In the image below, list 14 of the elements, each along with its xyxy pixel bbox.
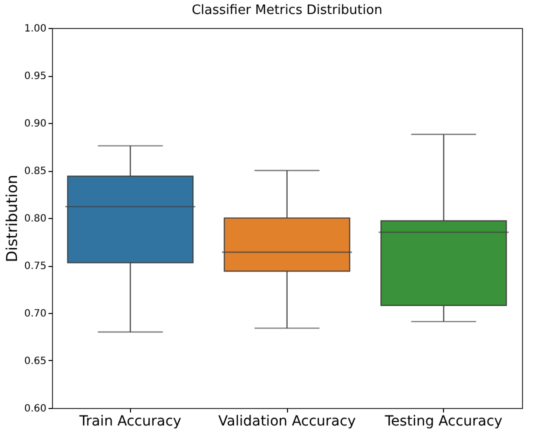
y-tick-label: 0.65	[24, 356, 46, 367]
y-tick-label: 0.95	[24, 71, 46, 82]
y-axis-title: Distribution	[3, 174, 22, 262]
chart-title: Classifier Metrics Distribution	[192, 3, 382, 18]
y-tick-label: 1.00	[24, 24, 46, 34]
y-tick-label: 0.70	[24, 308, 46, 320]
y-tick-label: 0.60	[24, 404, 46, 414]
x-tick-label: Testing Accuracy	[384, 414, 502, 430]
y-tick-label: 0.80	[24, 214, 46, 224]
y-tick-label: 0.75	[24, 261, 46, 272]
y-tick-label: 0.90	[24, 118, 46, 130]
y-tick-label: 0.85	[24, 166, 46, 177]
x-tick-label: Validation Accuracy	[218, 414, 356, 430]
x-tick-label: Train Accuracy	[78, 414, 182, 430]
